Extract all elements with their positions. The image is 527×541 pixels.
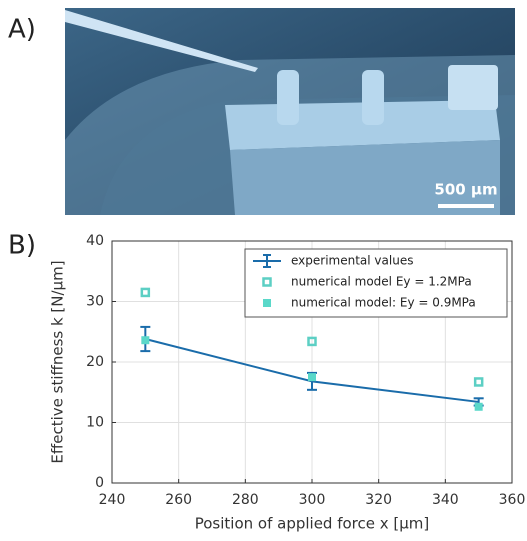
scale-bar-label: 500 µm: [434, 181, 497, 199]
y-tick-label: 10: [86, 415, 104, 431]
x-tick-label: 360: [499, 492, 526, 508]
x-tick-label: 280: [232, 492, 259, 508]
x-tick-label: 300: [299, 492, 326, 508]
data-point: [307, 336, 317, 347]
legend-label: experimental values: [291, 254, 413, 268]
plot-frame: [111, 240, 513, 484]
data-point: [474, 402, 483, 411]
legend-label: numerical model Ey = 1.2MPa: [291, 275, 472, 289]
panel-label: A): [8, 15, 36, 45]
x-tick-label: 240: [99, 492, 126, 508]
y-tick-label: 20: [86, 354, 104, 370]
x-axis-label: Position of applied force x [μm]: [195, 515, 430, 533]
legend-box: [244, 248, 508, 318]
data-point: [140, 287, 151, 298]
legend-marker: [263, 299, 271, 307]
data-point: [141, 336, 150, 345]
y-tick-label: 0: [95, 475, 104, 491]
y-axis-label: Effective stiffness k [N/μm]: [49, 260, 67, 463]
y-tick-label: 30: [86, 294, 104, 310]
photo: [65, 8, 515, 215]
x-tick-label: 260: [165, 492, 192, 508]
y-tick-label: 40: [86, 233, 104, 249]
x-tick-label: 320: [365, 492, 392, 508]
legend-label: numerical model: Ey = 0.9MPa: [291, 296, 476, 310]
x-tick-label: 340: [432, 492, 459, 508]
panel-label: B): [8, 231, 36, 261]
data-point: [473, 377, 484, 387]
legend-marker: [262, 277, 272, 287]
data-point: [308, 373, 316, 382]
